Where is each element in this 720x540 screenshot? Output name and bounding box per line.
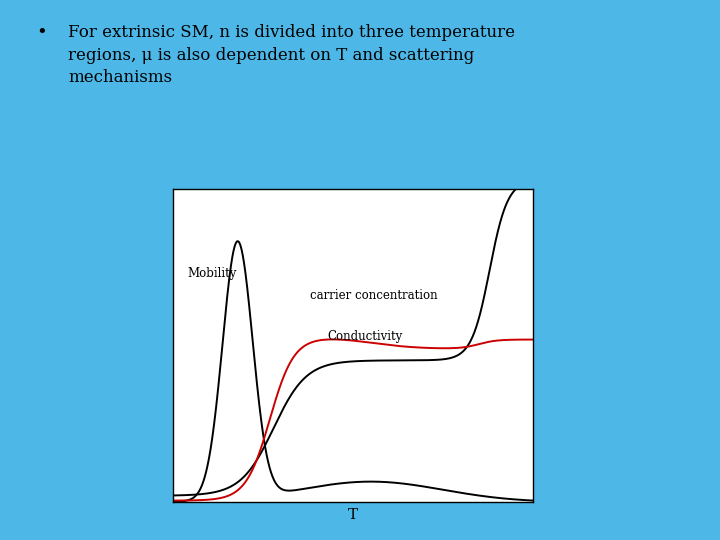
X-axis label: T: T — [348, 508, 358, 522]
Text: Conductivity: Conductivity — [328, 330, 403, 343]
Text: For extrinsic SM, n is divided into three temperature
regions, μ is also depende: For extrinsic SM, n is divided into thre… — [68, 24, 516, 86]
Text: Mobility: Mobility — [187, 267, 237, 280]
Text: •: • — [36, 24, 47, 42]
Text: carrier concentration: carrier concentration — [310, 289, 437, 302]
